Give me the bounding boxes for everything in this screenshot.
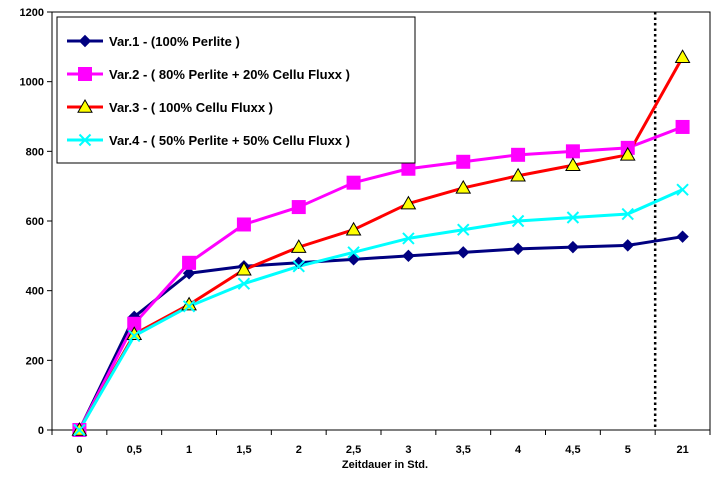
series-1-point	[347, 253, 360, 266]
series-2-point	[565, 144, 580, 159]
series-4-point	[128, 329, 141, 343]
series-lines	[78, 56, 684, 431]
legend-label-4: Var.4 - ( 50% Perlite + 50% Cellu Fluxx …	[109, 133, 350, 148]
series-line-1	[78, 235, 683, 431]
series-3-point	[400, 195, 417, 210]
series-4-point	[73, 423, 86, 437]
series-2-point	[182, 255, 197, 270]
series-markers	[71, 49, 691, 437]
series-4-point	[621, 207, 634, 221]
series-2-point	[675, 119, 690, 134]
legend-label-3: Var.3 - ( 100% Cellu Fluxx )	[109, 100, 273, 115]
legend-label-2: Var.2 - ( 80% Perlite + 20% Cellu Fluxx …	[109, 67, 350, 82]
series-3-point	[345, 221, 362, 236]
y-tick-label: 1200	[20, 7, 44, 19]
y-tick-label: 1000	[20, 77, 44, 89]
x-tick-label: 3,5	[456, 444, 471, 456]
series-1-point	[511, 242, 525, 256]
series-1-point	[621, 239, 634, 252]
series-4-point	[457, 223, 470, 236]
series-1-point	[292, 256, 305, 270]
series-1-point	[182, 267, 196, 280]
series-4-point	[237, 277, 251, 290]
series-1-point	[676, 230, 689, 243]
series-2-point	[401, 161, 416, 176]
x-tick-label: 4	[515, 444, 522, 456]
series-line-3	[78, 56, 684, 431]
series-1-point	[566, 240, 580, 254]
series-3-point	[510, 167, 526, 182]
legend-marker-2	[78, 67, 92, 81]
series-4-point	[676, 183, 689, 196]
legend-marker-1	[78, 34, 92, 48]
legend-marker-3	[77, 98, 93, 113]
x-tick-label: 0,5	[127, 444, 142, 456]
series-3-point	[619, 146, 636, 161]
x-tick-label: 21	[676, 444, 688, 456]
y-tick-label: 800	[26, 146, 44, 158]
series-4-point	[182, 300, 196, 313]
y-tick-label: 400	[26, 286, 44, 298]
series-3-point	[236, 261, 252, 276]
x-tick-label: 2	[296, 444, 302, 456]
legend-marker-4	[78, 133, 92, 147]
series-2-point	[511, 147, 526, 162]
series-1-point	[457, 246, 470, 259]
series-line-2	[78, 125, 684, 431]
series-4-point	[402, 232, 415, 245]
series-3-point	[455, 179, 472, 194]
x-tick-label: 0	[76, 444, 82, 456]
x-tick-label: 1,5	[236, 444, 251, 456]
series-4-point	[347, 246, 360, 259]
y-tick-label: 200	[26, 355, 44, 367]
legend: Var.1 - (100% Perlite ) Var.2 - ( 80% Per…	[56, 16, 416, 164]
x-tick-label: 2,5	[346, 444, 361, 456]
y-tick-label: 0	[38, 425, 44, 437]
series-2-point	[236, 217, 251, 232]
x-tick-label: 5	[625, 444, 631, 456]
series-3-point	[674, 49, 691, 64]
x-tick-label: 4,5	[565, 444, 580, 456]
series-2-point	[291, 200, 306, 215]
x-axis-title: Zeitdauer in Std.	[342, 459, 428, 471]
series-2-point	[456, 154, 471, 169]
series-4-point	[511, 214, 525, 228]
legend-label-1: Var.1 - (100% Perlite )	[109, 34, 240, 49]
y-tick-label: 600	[26, 216, 44, 228]
series-3-point	[290, 239, 307, 253]
legend-box	[56, 16, 416, 164]
series-4-point	[292, 260, 305, 273]
series-line-4	[78, 188, 684, 431]
x-tick-label: 3	[405, 444, 411, 456]
x-tick-label: 1	[186, 444, 192, 456]
series-4-point	[566, 211, 580, 224]
axes: 0 200 400 600 800 1000 1200 0 0,5 1 1,5 2 2,5 3 3,5 4 4,…	[20, 7, 711, 456]
series-1-point	[402, 249, 415, 263]
series-2-point	[346, 175, 361, 190]
series-3-point	[565, 157, 581, 172]
